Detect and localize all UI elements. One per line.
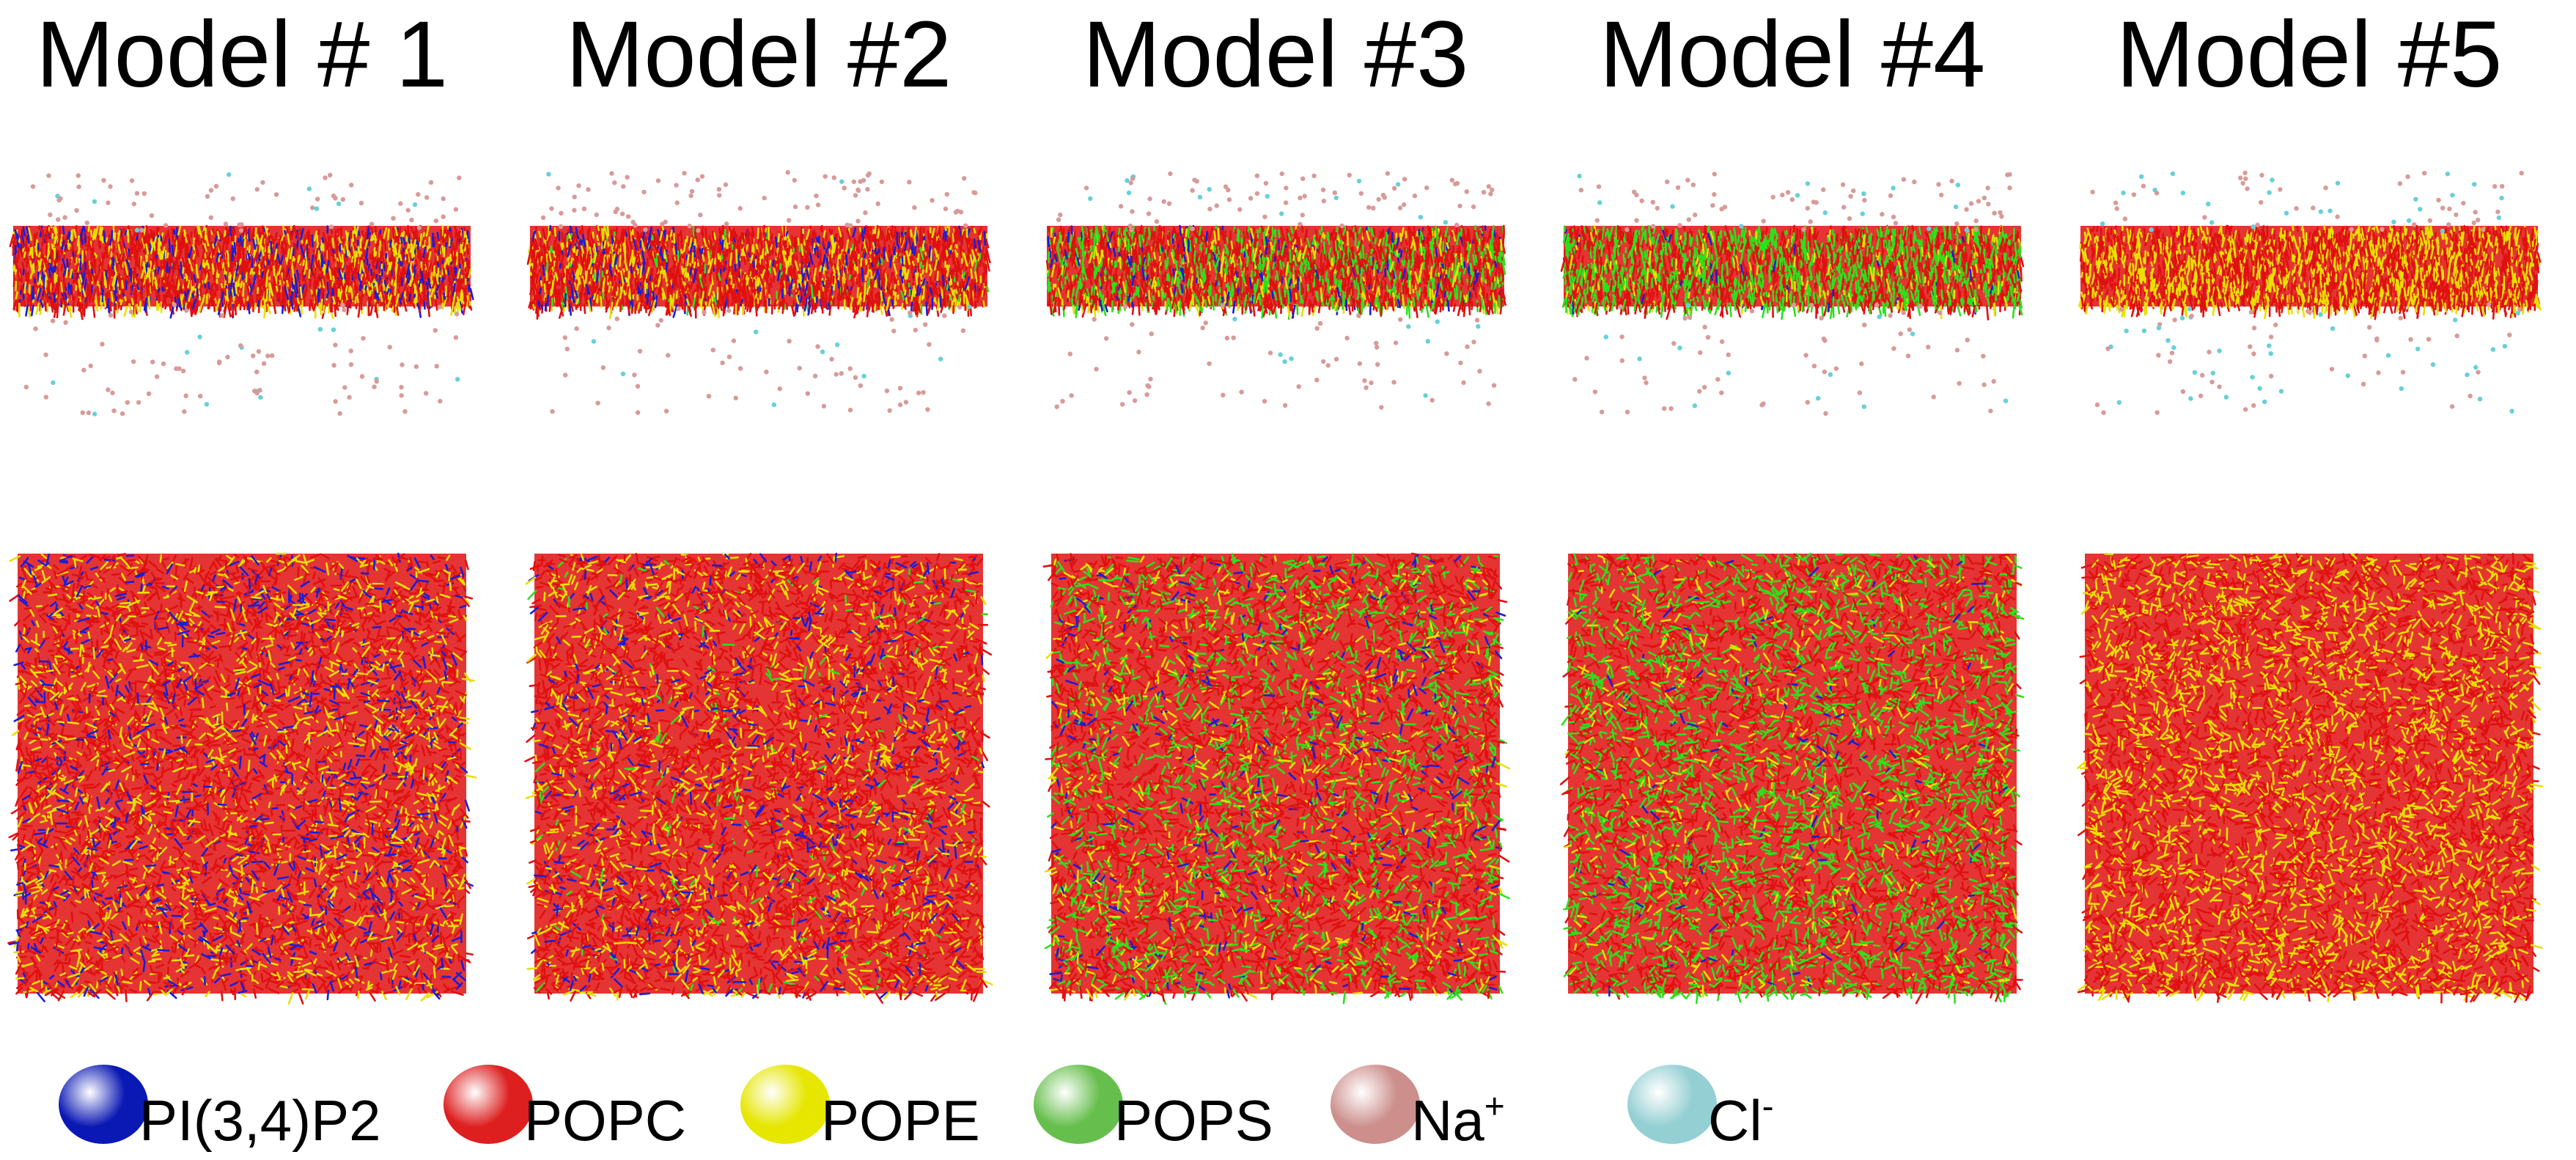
legend-label: POPC [524, 1074, 686, 1153]
legend-label: Cl- [1708, 1074, 1774, 1153]
side-view-snapshot [526, 169, 991, 415]
legend-label: Na+ [1411, 1074, 1505, 1153]
lipid-particles [7, 552, 476, 1005]
top-view-snapshot [1042, 552, 1510, 1005]
side-view-snapshot [1560, 172, 2025, 416]
legend-swatch [59, 1065, 148, 1144]
ion-particles [1054, 171, 1497, 410]
legend-swatch [1627, 1065, 1717, 1144]
lipid-particles [1045, 224, 1507, 320]
top-view-snapshot [1559, 552, 2025, 1005]
lipid-particles [1560, 224, 2025, 321]
legend-label: POPS [1114, 1074, 1273, 1153]
ion-particles [2090, 170, 2524, 415]
model-title: Model #2 [524, 0, 993, 110]
top-view-snapshot [524, 552, 993, 1004]
model-panel-1: Model # 1 [7, 0, 476, 1019]
legend-label: POPE [821, 1074, 980, 1153]
ion-particles [23, 172, 462, 416]
lipid-particles [1042, 552, 1510, 1005]
lipid-particles [9, 224, 474, 320]
top-view-snapshot [7, 552, 476, 1005]
model-panel-4: Model #4 [1558, 0, 2027, 1019]
side-view-snapshot [2078, 170, 2542, 415]
legend: PI(3,4)P2 POPC POPE POPS Na+ Cl- [0, 1034, 2576, 1153]
model-title: Model #4 [1558, 0, 2027, 110]
model-panel-5: Model #5 [2075, 0, 2544, 1019]
lipid-particles [524, 552, 993, 1004]
lipid-particles [1559, 552, 2025, 1005]
model-title: Model #3 [1041, 0, 1510, 110]
legend-swatch [1034, 1065, 1123, 1144]
legend-swatch [1331, 1065, 1420, 1144]
model-panel-2: Model #2 [524, 0, 993, 1019]
lipid-particles [526, 224, 991, 320]
side-view-snapshot [9, 172, 474, 416]
model-panel-3: Model #3 [1041, 0, 1510, 1019]
model-title: Model #5 [2075, 0, 2544, 110]
lipid-particles [2077, 552, 2544, 1004]
legend-swatch [444, 1065, 533, 1144]
ion-particles [1572, 172, 2012, 416]
legend-swatch [740, 1065, 830, 1144]
top-view-snapshot [2077, 552, 2544, 1004]
side-view-snapshot [1045, 171, 1507, 410]
ion-particles [540, 169, 978, 415]
model-title: Model # 1 [7, 0, 476, 110]
lipid-particles [2078, 224, 2542, 320]
legend-label: PI(3,4)P2 [139, 1074, 380, 1153]
